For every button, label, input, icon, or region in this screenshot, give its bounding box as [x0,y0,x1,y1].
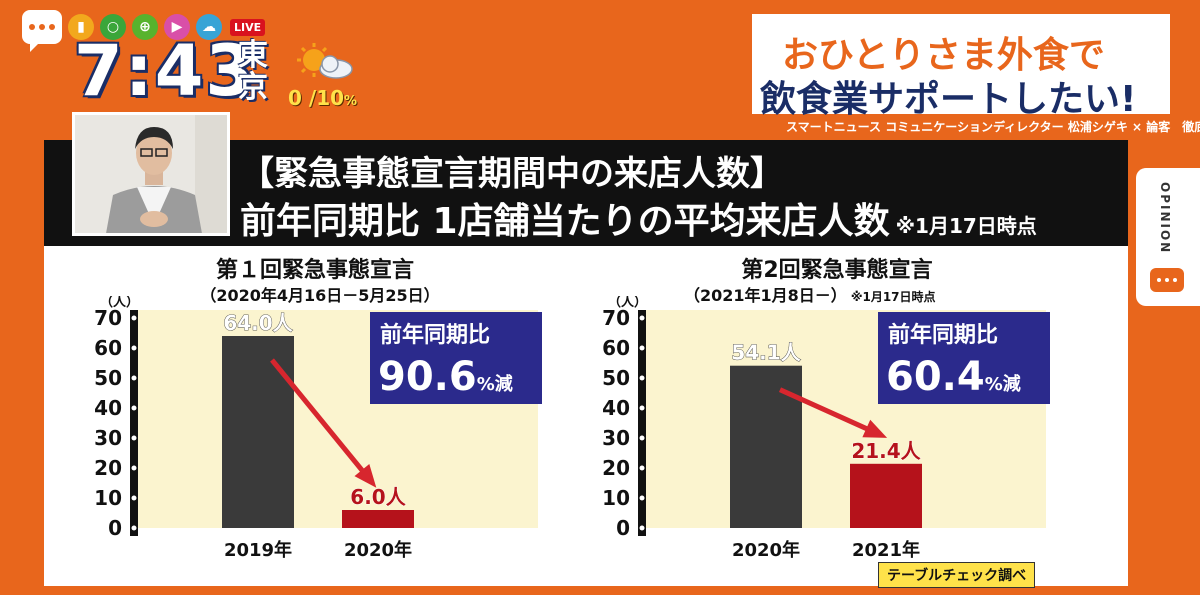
y-tick-mark [639,435,645,441]
chart1-svg: （人）70 60 50 40 30 20 10 0 64.0人 2019年 6.0人 2020年 前年同… [94,296,542,561]
bookmark-icon[interactable]: ▮ [68,14,94,40]
y-tick-mark [639,345,645,351]
x-tick-label: 2021年 [852,539,920,561]
headline-stripe [730,14,752,114]
chart1-title: 第１回緊急事態宣言 [215,258,414,283]
y-tick-mark [131,315,137,321]
bar [342,510,414,528]
clock-time: 7:43 [74,30,257,112]
headline-line1: おひとりさま外食で [782,35,1105,76]
speaker-caption: スマートニュース コミュニケーションディレクター 松浦シゲキ × 論客 徹底討論 [786,120,1200,134]
y-tick-mark [131,465,137,471]
y-tick-label: 0 [616,516,630,540]
decline-arrow-head [354,464,377,488]
callout-number: 90.6 [378,354,477,400]
globe-icon[interactable]: ⊕ [132,14,158,40]
presenter-figure [75,115,227,233]
callout-label: 前年同期比 [888,322,998,348]
y-tick-mark [639,465,645,471]
bar-value-label: 21.4人 [851,439,921,463]
bar [850,463,922,528]
y-tick-label: 0 [108,516,122,540]
chart2-subtitle: （2021年1月8日－） ※1月17日時点 [684,286,936,305]
y-tick-mark [131,435,137,441]
app-icon-bar: ▮ ○ ⊕ ▶ ☁ LIVE [22,10,266,52]
banner-subtitle: 前年同期比 1店舗当たりの平均来店人数 ※1月17日時点 [240,201,1037,242]
city-label: 東京 [238,38,268,105]
comment-icon[interactable] [1150,268,1184,292]
x-tick-label: 2020年 [344,539,412,561]
y-tick-label: 30 [602,426,630,450]
chat-icon[interactable] [22,10,62,52]
y-tick-mark [639,525,645,531]
presenter-video-thumbnail [72,112,230,236]
live-badge: LIVE [230,18,266,36]
y-tick-label: 10 [94,486,122,510]
chart2-title: 第2回緊急事態宣言 [741,258,933,283]
y-tick-mark [639,375,645,381]
callout-value: 90.6%減 [378,354,513,400]
banner-note: ※1月17日時点 [895,214,1037,238]
y-tick-mark [639,315,645,321]
y-tick-label: 20 [602,456,630,480]
y-tick-label: 30 [94,426,122,450]
callout-suffix: %減 [985,373,1021,395]
y-tick-label: 10 [602,486,630,510]
callout-number: 60.4 [886,354,985,400]
y-tick-mark [131,525,137,531]
bar [222,336,294,528]
y-tick-mark [639,495,645,501]
y-axis-line [130,310,138,536]
y-tick-label: 70 [602,306,630,330]
callout-value: 60.4%減 [886,354,1021,400]
y-tick-mark [131,375,137,381]
y-tick-label: 70 [94,306,122,330]
x-tick-label: 2019年 [224,539,292,561]
search-icon[interactable]: ○ [100,14,126,40]
y-tick-mark [639,405,645,411]
bar-value-label: 54.1人 [731,341,801,365]
decline-arrow-line [270,358,372,482]
chart2-svg: （人）70 60 50 40 30 20 10 0 54.1人 2020年 21.4人 2021年 前年… [602,296,1050,561]
callout-box [878,312,1050,404]
callout-suffix: %減 [477,373,513,395]
bar-value-label: 64.0人 [223,311,293,335]
y-tick-mark [131,405,137,411]
callout-label: 前年同期比 [380,322,490,348]
callout-box [370,312,542,404]
x-tick-label: 2020年 [732,539,800,561]
opinion-tab[interactable]: OPINION [1136,168,1200,306]
precipitation-chance: 0 /10% [288,86,358,110]
banner-title: 【緊急事態宣言期間中の来店人数】 [240,154,784,194]
weather-sun-cloud-icon [297,43,353,79]
y-tick-label: 40 [602,396,630,420]
chart2-subtitle-note: ※1月17日時点 [850,290,936,304]
y-tick-label: 40 [94,396,122,420]
decline-arrow-line [778,387,880,437]
y-axis-line [638,310,646,536]
y-tick-label: 20 [94,456,122,480]
y-tick-label: 50 [94,366,122,390]
y-tick-mark [131,345,137,351]
decline-arrow-head [862,419,888,438]
y-axis-unit: （人） [100,296,139,310]
y-axis-unit: （人） [608,296,647,310]
chart1-subtitle: （2020年4月16日－5月25日） [200,286,440,305]
headline-line2: 飲食業サポートしたい! [760,79,1137,120]
headline-box: おひとりさま外食で 飲食業サポートしたい! [730,14,1170,120]
cloud-icon[interactable]: ☁ [196,14,222,40]
y-tick-label: 50 [602,366,630,390]
y-tick-label: 60 [94,336,122,360]
y-tick-mark [131,495,137,501]
play-icon[interactable]: ▶ [164,14,190,40]
bar-value-label: 6.0人 [350,485,406,509]
bar [730,365,802,528]
opinion-label: OPINION [1158,182,1172,255]
source-label: テーブルチェック調べ [878,562,1036,588]
y-tick-label: 60 [602,336,630,360]
